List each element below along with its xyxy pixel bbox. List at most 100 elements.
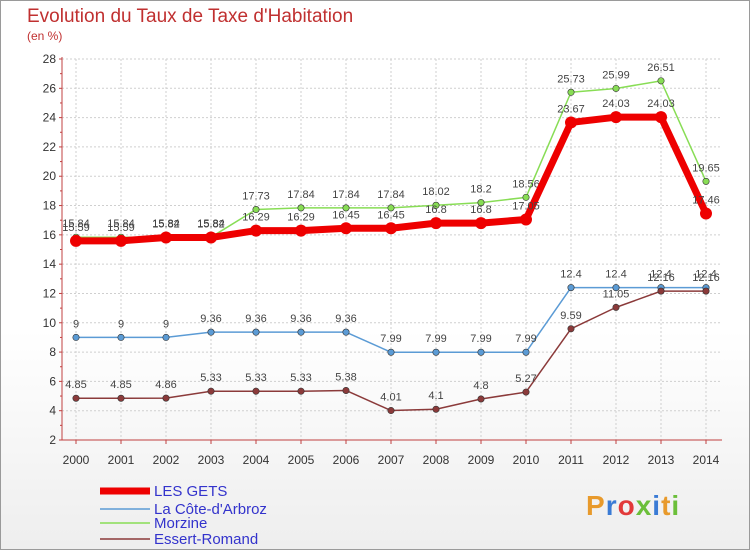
logo-letter: i	[652, 490, 662, 521]
x-tick-label: 2000	[63, 453, 90, 467]
x-tick-label: 2013	[648, 453, 675, 467]
y-tick-label: 16	[43, 228, 57, 242]
data-label: 17.73	[242, 190, 270, 202]
data-label: 9.36	[245, 313, 266, 325]
data-label: 17.84	[287, 189, 315, 201]
data-label: 16.29	[287, 212, 315, 224]
y-tick-label: 8	[49, 345, 56, 359]
data-label: 12.16	[647, 272, 675, 284]
data-point	[160, 231, 172, 244]
data-point	[430, 217, 442, 230]
x-tick-label: 2008	[423, 453, 450, 467]
data-label: 15.84	[197, 218, 225, 230]
data-point	[72, 394, 80, 402]
data-label: 11.05	[603, 288, 630, 300]
data-label: 12.16	[692, 272, 720, 284]
data-label: 15.82	[197, 218, 225, 230]
data-label: 9.36	[200, 313, 221, 325]
data-label: 17.84	[332, 189, 360, 201]
data-point	[342, 386, 350, 394]
data-label: 5.38	[335, 371, 356, 383]
logo-letter: x	[635, 490, 653, 521]
data-label: 9	[163, 318, 169, 330]
logo-letter: t	[661, 490, 672, 521]
x-tick-label: 2002	[153, 453, 180, 467]
data-point	[432, 405, 440, 413]
legend-label: Morzine	[154, 515, 207, 532]
legend-label: LES GETS	[154, 483, 227, 500]
data-point	[522, 388, 530, 396]
x-tick-label: 2014	[693, 453, 720, 467]
data-label: 7.99	[470, 333, 491, 345]
data-point	[250, 224, 262, 237]
data-label: 4.86	[155, 379, 176, 391]
data-label: 7.99	[380, 333, 401, 345]
data-point	[205, 231, 217, 244]
data-point	[657, 77, 665, 85]
data-label: 18.02	[422, 186, 450, 198]
data-label: 12.4	[560, 269, 581, 281]
data-point	[475, 217, 487, 230]
data-label: 15.84	[62, 218, 90, 230]
logo-letter: i	[671, 490, 681, 521]
x-tick-label: 2009	[468, 453, 495, 467]
data-label: 24.03	[647, 98, 675, 110]
data-point	[295, 224, 307, 237]
data-label: 15.59	[107, 222, 135, 234]
data-point	[655, 111, 667, 124]
data-label: 15.84	[152, 218, 180, 230]
data-label: 4.1	[428, 390, 443, 402]
y-tick-label: 4	[49, 404, 56, 418]
x-tick-label: 2012	[603, 453, 630, 467]
data-point	[252, 328, 260, 336]
x-tick-label: 2003	[198, 453, 225, 467]
data-label: 7.99	[425, 333, 446, 345]
y-tick-label: 24	[43, 111, 57, 125]
data-label: 12.4	[650, 269, 671, 281]
logo-letter: r	[605, 490, 618, 521]
data-label: 9	[73, 318, 79, 330]
x-tick-label: 2010	[513, 453, 540, 467]
data-point	[207, 328, 215, 336]
data-point	[612, 303, 620, 311]
data-point	[700, 207, 712, 220]
y-tick-label: 2	[49, 433, 56, 447]
x-tick-label: 2004	[243, 453, 270, 467]
y-tick-label: 26	[43, 81, 57, 95]
data-point	[702, 287, 710, 295]
data-point	[162, 333, 170, 341]
data-label: 15.82	[152, 218, 180, 230]
data-label: 18.2	[470, 184, 491, 196]
data-label: 16.29	[242, 212, 270, 224]
logo-letter: o	[617, 490, 636, 521]
data-point	[297, 328, 305, 336]
data-point	[565, 116, 577, 129]
data-label: 26.51	[647, 62, 675, 74]
y-tick-label: 14	[43, 257, 57, 271]
data-label: 23.67	[557, 103, 585, 115]
data-point	[477, 199, 485, 207]
y-tick-label: 20	[43, 169, 57, 183]
data-point	[612, 84, 620, 92]
data-point	[115, 234, 127, 247]
data-point	[342, 328, 350, 336]
chart-subtitle: (en %)	[27, 29, 63, 43]
data-label: 5.33	[200, 372, 221, 384]
data-label: 12.4	[695, 269, 716, 281]
data-point	[520, 213, 532, 226]
data-label: 17.46	[692, 194, 720, 206]
data-point	[340, 222, 352, 235]
data-label: 19.65	[692, 162, 720, 174]
data-point	[477, 395, 485, 403]
data-point	[610, 111, 622, 124]
data-label: 5.33	[245, 372, 266, 384]
data-point	[702, 177, 710, 185]
data-label: 25.73	[557, 73, 585, 85]
data-point	[477, 348, 485, 356]
data-point	[522, 193, 530, 201]
data-point	[252, 387, 260, 395]
data-point	[117, 333, 125, 341]
data-label: 5.27	[515, 373, 536, 385]
